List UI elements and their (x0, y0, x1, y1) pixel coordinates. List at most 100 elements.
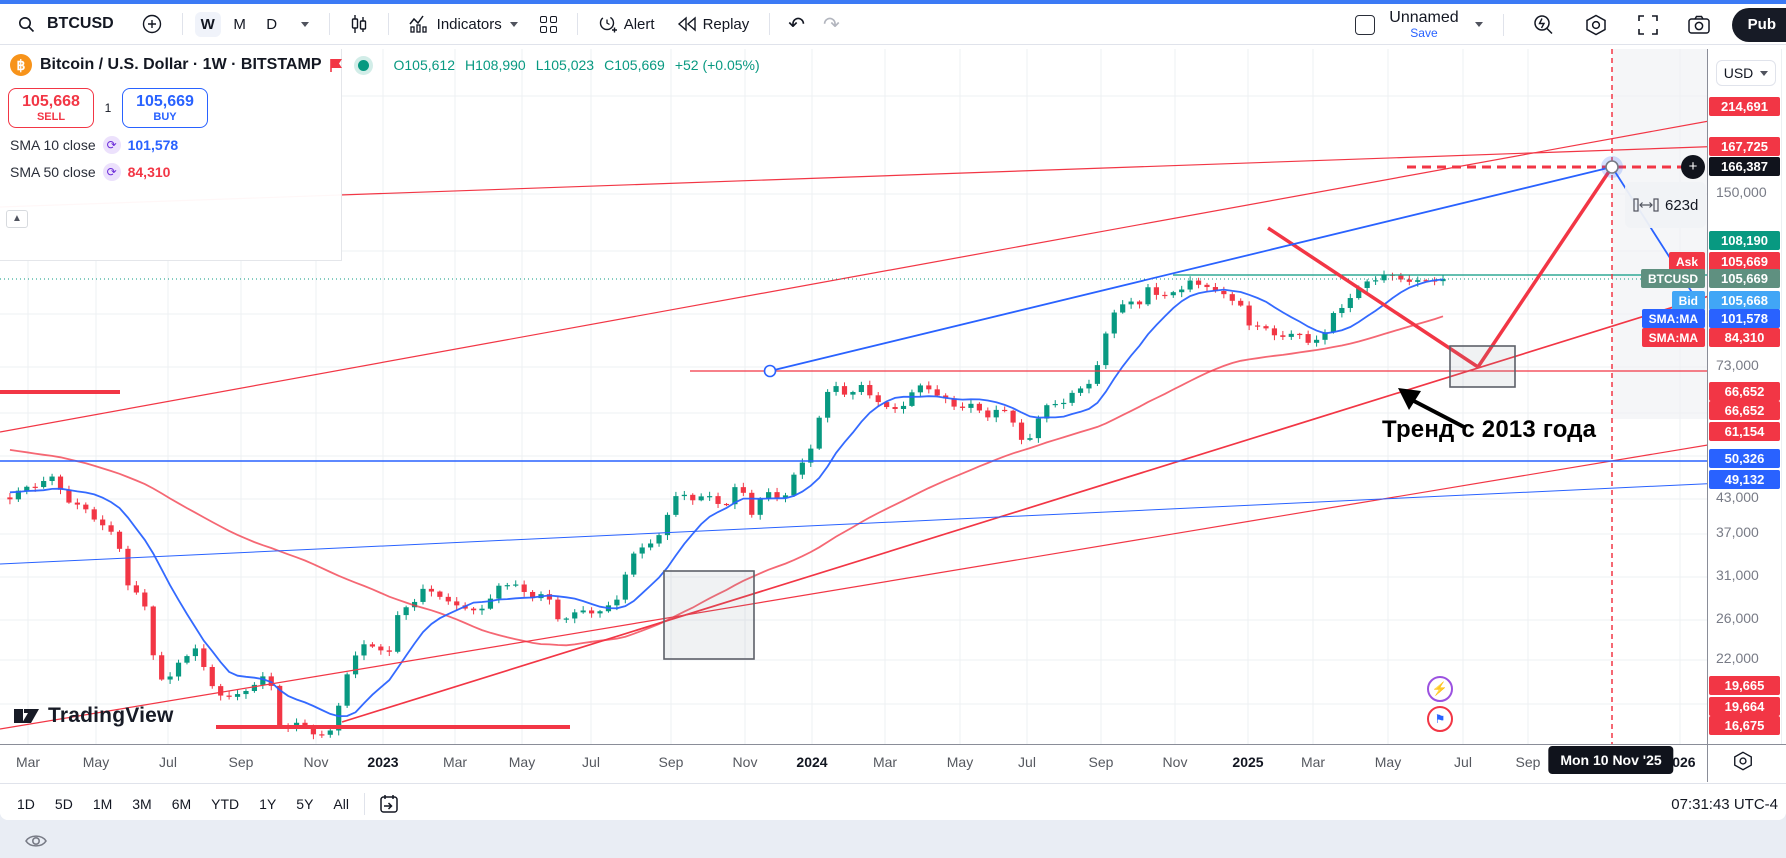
candle-body (445, 596, 451, 602)
eye-icon[interactable] (24, 832, 48, 850)
candle-body (428, 588, 435, 592)
time-tick-label: Mar (15, 754, 41, 770)
candle-body (926, 385, 932, 390)
currency-label: USD (1723, 65, 1754, 81)
compare-add-button[interactable] (134, 10, 170, 38)
indicators-button[interactable]: Indicators (401, 11, 526, 37)
range-button-5D[interactable]: 5D (54, 796, 73, 812)
symbol-search-button[interactable]: BTCUSD (10, 7, 128, 41)
candle-body (1271, 328, 1278, 336)
settings-button[interactable] (1576, 10, 1616, 40)
candle-body (521, 584, 527, 592)
flag-icon[interactable] (329, 58, 344, 73)
candle-body (83, 504, 89, 510)
axis-separator-horizontal (0, 744, 1786, 745)
layout-name-button[interactable]: Unnamed Save (1389, 9, 1458, 40)
price-source-tag: Ask (1668, 252, 1705, 271)
accumulation-box[interactable] (663, 570, 755, 660)
candle-body (909, 392, 915, 406)
bottom-toolbar: 1D 5D 1M 3M 6M YTD 1Y 5Y All 07:31:43 UTC-4 (0, 783, 1786, 820)
buy-button[interactable]: 105,669 BUY (122, 88, 208, 128)
screenshot-button[interactable] (1680, 11, 1718, 38)
publish-button[interactable]: Pub (1731, 7, 1786, 42)
sell-button[interactable]: 105,668 SELL (8, 88, 94, 128)
projection-box[interactable] (1449, 345, 1516, 388)
mid-channel-line[interactable] (0, 107, 1707, 433)
quick-search-button[interactable] (1524, 10, 1562, 40)
price-level-label: 49,132 (1709, 470, 1780, 489)
projection-down-leg[interactable] (1267, 226, 1479, 369)
candle-body (664, 514, 671, 536)
candle-body (1246, 305, 1252, 326)
range-button-1M[interactable]: 1M (92, 796, 113, 812)
redo-button[interactable]: ↷ (823, 13, 840, 36)
chevron-down-icon[interactable] (1474, 22, 1483, 27)
alert-button[interactable]: Alert (590, 10, 663, 38)
candle-body (690, 494, 696, 501)
save-label[interactable]: Save (1410, 25, 1438, 40)
lower-channel-line[interactable] (0, 432, 1707, 730)
trend-2013-line[interactable] (341, 272, 1707, 723)
range-button-3M[interactable]: 3M (132, 796, 152, 812)
projection-up-leg[interactable] (1476, 166, 1614, 368)
candle-body (192, 648, 198, 657)
candle-body (875, 395, 881, 403)
price-tick-label: 43,000 (1716, 489, 1759, 505)
goto-date-button[interactable] (371, 790, 407, 818)
interval-month-button[interactable]: M (233, 15, 246, 33)
candle-body (1010, 410, 1016, 423)
layout-checkbox[interactable] (1355, 14, 1376, 35)
layout-grid-button[interactable] (532, 12, 565, 37)
candle-body (268, 676, 274, 686)
undo-button[interactable]: ↶ (788, 13, 806, 36)
candle-body (833, 386, 839, 392)
drawing-anchor-marker[interactable] (763, 364, 777, 378)
candle-body (378, 646, 384, 651)
indicator-row[interactable]: SMA 50 close ⟳ 84,310 (10, 163, 170, 181)
drawing-anchor-marker[interactable] (1605, 160, 1619, 174)
time-tick-label: Sep (658, 754, 684, 770)
blue-trend-line[interactable] (769, 166, 1613, 372)
price-axis[interactable]: USD 214,691 167,725 166,387 150,000 108,190 1… (1708, 49, 1786, 744)
add-alert-plus-icon[interactable]: + (1681, 155, 1705, 179)
interval-week-button[interactable]: W (194, 11, 221, 37)
indicator-row[interactable]: SMA 10 close ⟳ 101,578 (10, 136, 178, 154)
candle-body (1195, 280, 1202, 285)
interval-day-button[interactable]: D (266, 15, 278, 33)
time-tick-label: Jul (159, 754, 177, 770)
range-button-YTD[interactable]: YTD (211, 796, 240, 812)
trend-annotation-text: Тренд с 2013 года (1382, 416, 1597, 443)
fullscreen-button[interactable] (1630, 11, 1666, 39)
toolbar-divider (181, 13, 183, 35)
sma-10-line[interactable] (9, 278, 1444, 718)
session-clock[interactable]: 07:31:43 UTC-4 (1671, 795, 1778, 813)
chart-style-button[interactable] (342, 10, 376, 38)
symbol-title[interactable]: Bitcoin / U.S. Dollar · 1W · BITSTAMP (40, 56, 322, 73)
change-value: +52 (+0.05%) (674, 57, 760, 73)
candle-body (1263, 326, 1269, 329)
candle-body (32, 486, 38, 488)
plus-icon (142, 14, 161, 34)
open-value: O105,612 (393, 57, 455, 73)
price-level-label: 101,578 (1709, 309, 1780, 328)
event-flag-badge[interactable]: ⚑ (1427, 706, 1453, 732)
range-button-1Y[interactable]: 1Y (259, 796, 277, 812)
range-button-1D[interactable]: 1D (17, 796, 35, 812)
diag-49132[interactable] (0, 480, 1707, 565)
range-button-5Y[interactable]: 5Y (296, 796, 314, 812)
candle-body (310, 725, 317, 735)
range-button-6M[interactable]: 6M (171, 796, 192, 812)
price-source-tag: SMA:MA (1641, 328, 1705, 347)
sma-50-line[interactable] (9, 315, 1444, 647)
interval-menu-button[interactable] (291, 18, 317, 31)
range-button-All[interactable]: All (333, 796, 349, 812)
replay-button[interactable]: Replay (669, 12, 758, 37)
time-axis[interactable]: Mon 10 Nov '25 Mar May Jul Sep Nov 2023 Mar May… (0, 745, 1786, 782)
axis-settings-gear-icon[interactable] (1732, 750, 1754, 772)
event-lightning-badge[interactable]: ⚡ (1427, 676, 1453, 702)
candle-body (816, 417, 822, 449)
gear-icon (1585, 14, 1606, 35)
annotation-arrow[interactable] (1411, 398, 1465, 429)
currency-selector[interactable]: USD (1716, 60, 1776, 86)
legend-collapse-button[interactable]: ▲ (6, 210, 28, 228)
